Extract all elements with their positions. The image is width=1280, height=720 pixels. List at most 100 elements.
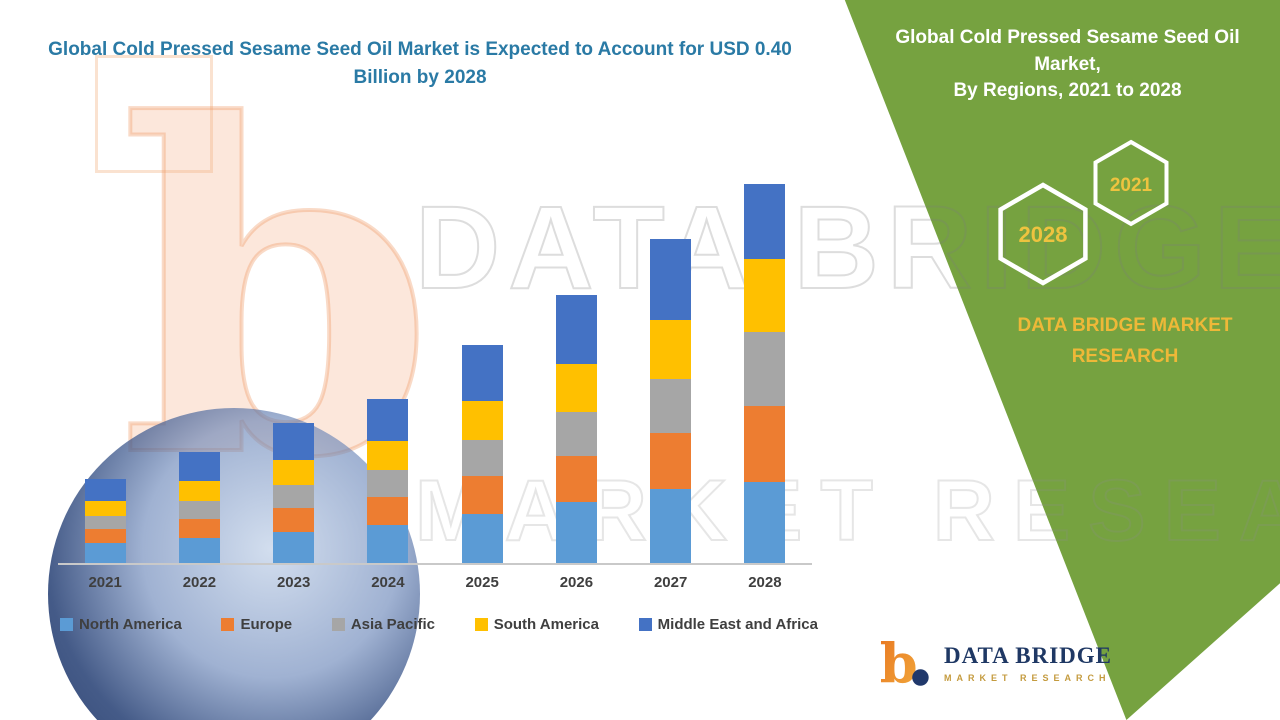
bar-segment-europe: [273, 508, 315, 532]
bar-segment-south-america: [650, 320, 692, 379]
legend-label: South America: [493, 616, 599, 633]
bar-segment-europe: [744, 406, 786, 482]
bar-column-2023: [247, 178, 341, 563]
legend-item-north-america: North America: [60, 616, 182, 633]
page-title: Global Cold Pressed Sesame Seed Oil Mark…: [48, 39, 792, 88]
bar-segment-north-america: [367, 525, 409, 563]
bar-stack: [178, 452, 220, 563]
hexagon-2021-outline-icon: [1093, 139, 1169, 227]
bar-segment-asia-pacific: [273, 485, 315, 508]
bar-segment-middle-east-and-africa: [178, 452, 220, 481]
data-bridge-b-icon: b: [880, 632, 929, 694]
panel-title: Global Cold Pressed Sesame Seed Oil Mark…: [895, 25, 1240, 105]
footer-logo-name: DATA BRIDGE: [944, 643, 1112, 668]
legend-item-europe: Europe: [221, 616, 292, 633]
year-hexagons: 2028 2021: [998, 139, 1169, 286]
bar-stack: [367, 399, 409, 563]
bar-stack: [555, 295, 597, 563]
bar-column-2024: [341, 178, 435, 563]
bar-column-2027: [624, 178, 718, 563]
svg-text:b: b: [880, 632, 918, 694]
axis-label-2027: 2027: [653, 574, 688, 591]
bar-segment-europe: [178, 519, 220, 538]
legend-swatch-icon: [474, 618, 488, 631]
bar-segment-middle-east-and-africa: [273, 423, 315, 460]
bar-segment-north-america: [650, 489, 692, 563]
bar-segment-south-america: [273, 460, 315, 485]
bar-segment-middle-east-and-africa: [555, 295, 597, 364]
legend: North America Europe Asia Pacific South Ame…: [60, 616, 818, 633]
logo-dot-icon: [912, 669, 929, 686]
bar-segment-asia-pacific: [367, 470, 409, 497]
hexagon-2028-outline-icon: [998, 182, 1088, 286]
stacked-bar-chart: 2021 2022 2023 2024 2025 2026 2027 2028: [58, 178, 812, 591]
axis-label-2026: 2026: [559, 574, 594, 591]
data-bridge-b-watermark-icon: b: [118, 60, 437, 460]
bar-segment-middle-east-and-africa: [84, 479, 126, 501]
axis-label-2028: 2028: [748, 574, 782, 591]
axis-labels: 2021 2022 2023 2024 2025 2026 2027 2028: [58, 565, 812, 591]
bar-segment-asia-pacific: [461, 440, 503, 476]
legend-item-asia-pacific: Asia Pacific: [331, 616, 436, 633]
legend-swatch-icon: [221, 618, 235, 631]
axis-label-2022: 2022: [182, 574, 217, 591]
legend-label: Middle East and Africa: [657, 616, 818, 633]
bar-segment-asia-pacific: [555, 412, 597, 456]
legend-item-south-america: South America: [474, 616, 599, 633]
bar-segment-middle-east-and-africa: [367, 399, 409, 441]
bar-segment-north-america: [744, 482, 786, 563]
bar-segment-north-america: [178, 538, 220, 563]
bar-stack: [273, 423, 315, 563]
bar-segment-south-america: [84, 501, 126, 516]
bar-segment-north-america: [461, 514, 503, 563]
bar-segment-north-america: [273, 532, 315, 563]
legend-label: North America: [79, 616, 182, 633]
bar-stack: [84, 479, 126, 563]
bar-stack: [461, 345, 503, 563]
bar-segment-asia-pacific: [84, 516, 126, 529]
bar-segment-asia-pacific: [744, 332, 786, 406]
bar-stack: [650, 239, 692, 563]
bar-segment-middle-east-and-africa: [650, 239, 692, 320]
legend-swatch-icon: [638, 618, 652, 631]
legend-swatch-icon: [60, 618, 73, 631]
panel-title-line1: Global Cold Pressed Sesame Seed Oil Mark…: [895, 27, 1240, 75]
hexagon-2021-label: 2021: [1110, 175, 1153, 196]
bar-segment-asia-pacific: [650, 379, 692, 433]
legend-label: Europe: [240, 616, 293, 633]
footer-logo-subtitle: MARKET RESEARCH: [944, 673, 1111, 683]
bar-segment-south-america: [367, 441, 409, 470]
axis-label-2024: 2024: [371, 574, 405, 591]
bar-column-2022: [152, 178, 246, 563]
bar-segment-asia-pacific: [178, 501, 220, 519]
bar-segment-south-america: [461, 401, 503, 440]
bar-segment-south-america: [178, 481, 220, 501]
bar-segment-north-america: [84, 543, 126, 563]
axis-label-2023: 2023: [276, 574, 311, 591]
panel-title-line2: By Regions, 2021 to 2028: [953, 80, 1182, 102]
panel-brand-text: DATA BRIDGE MARKET RESEARCH: [1017, 315, 1233, 368]
bar-segment-europe: [650, 433, 692, 489]
bar-segment-middle-east-and-africa: [744, 184, 786, 259]
bar-segment-europe: [555, 456, 597, 502]
bar-segment-europe: [461, 476, 503, 514]
axis-label-2021: 2021: [88, 574, 122, 591]
bar-columns: [58, 178, 812, 565]
bar-segment-north-america: [555, 502, 597, 563]
logo-watermark-square: [95, 55, 213, 173]
bar-column-2028: [718, 178, 812, 563]
legend-item-middle-east-and-africa: Middle East and Africa: [638, 616, 818, 633]
bar-stack: [744, 184, 786, 563]
legend-label: Asia Pacific: [350, 616, 436, 633]
bar-segment-europe: [84, 529, 126, 543]
bar-column-2021: [58, 178, 152, 563]
watermark-text-line1: DATA BRIDGE: [414, 181, 1280, 315]
watermark-letter: b: [120, 60, 435, 460]
bar-column-2025: [435, 178, 529, 563]
hexagon-2028-label: 2028: [1019, 222, 1068, 247]
data-bridge-logo: b DATA BRIDGE MARKET RESEARCH: [872, 632, 1112, 694]
bar-segment-south-america: [744, 259, 786, 332]
legend-swatch-icon: [331, 618, 345, 631]
bar-column-2026: [529, 178, 623, 563]
